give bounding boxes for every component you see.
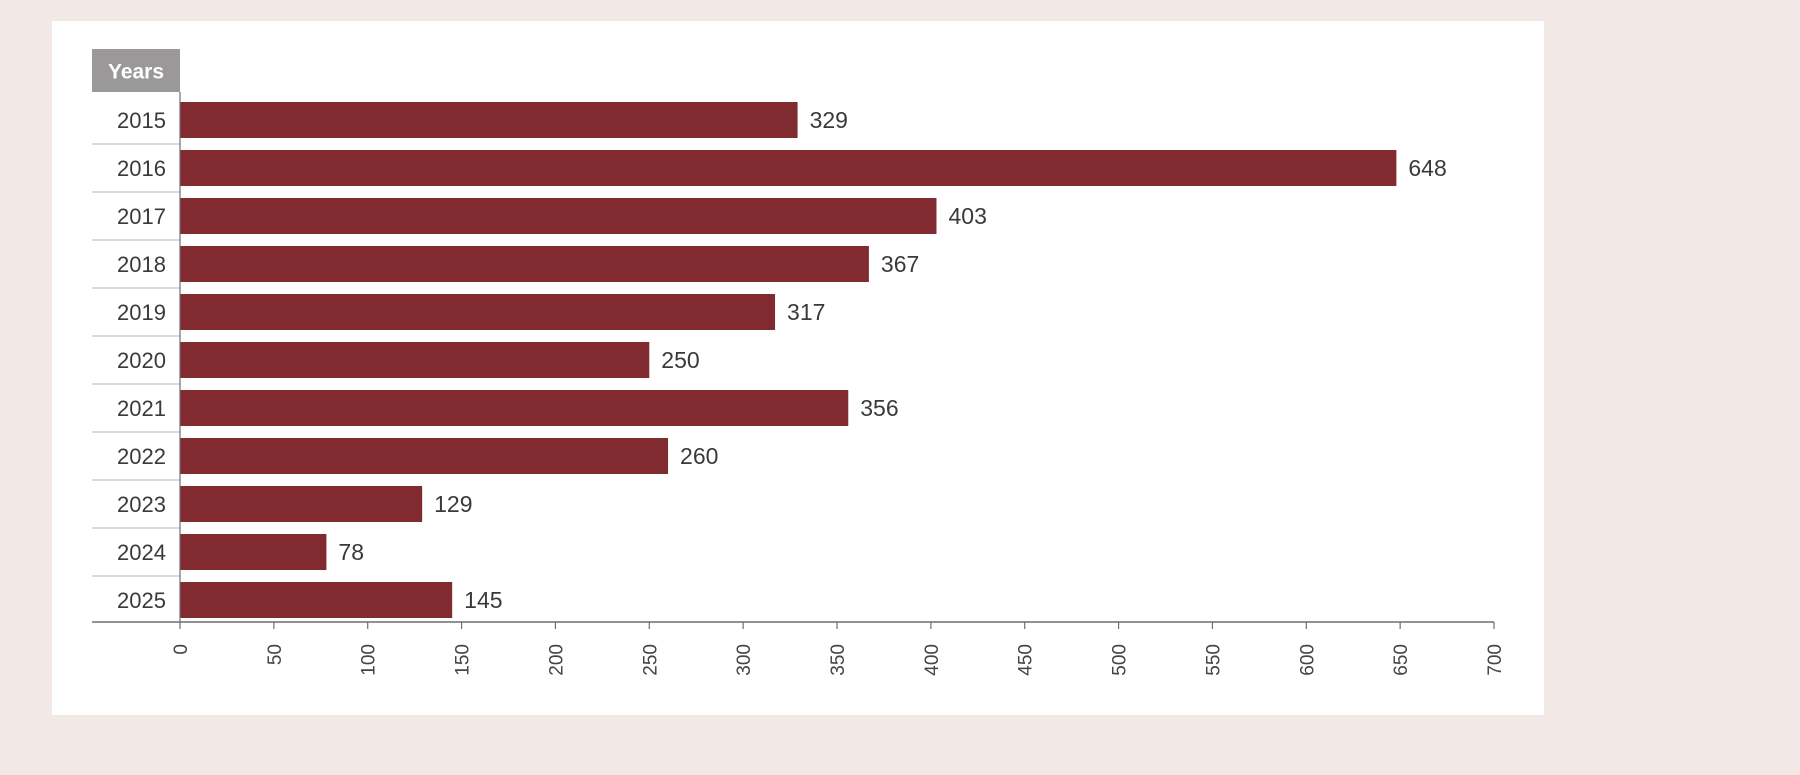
category-label: 2021 (117, 396, 166, 421)
x-tick-label: 700 (1485, 644, 1506, 676)
data-label: 260 (680, 443, 718, 469)
bar-chart: Years 2015 329 2016 648 2017 403 2018 367 2019 317… (92, 49, 1506, 676)
bar (180, 534, 327, 570)
x-tick-label: 150 (453, 644, 474, 676)
bar (180, 198, 937, 234)
bar (180, 390, 849, 426)
data-label: 250 (661, 347, 699, 373)
x-tick-label: 550 (1203, 644, 1224, 676)
category-label: 2024 (117, 540, 166, 565)
bar (180, 294, 776, 330)
category-label: 2016 (117, 156, 166, 181)
data-label: 317 (787, 299, 825, 325)
category-header-cell (92, 49, 180, 92)
category-label: 2015 (117, 108, 166, 133)
category-label: 2022 (117, 444, 166, 469)
x-tick-label: 200 (546, 644, 567, 676)
bar (180, 486, 423, 522)
category-label: 2017 (117, 204, 166, 229)
x-tick-label: 100 (359, 644, 380, 676)
bar (180, 438, 669, 474)
x-tick-label: 250 (640, 644, 661, 676)
x-tick-label: 600 (1297, 644, 1318, 676)
data-label: 648 (1408, 155, 1446, 181)
x-tick-label: 500 (1110, 644, 1131, 676)
data-label: 356 (860, 395, 898, 421)
category-label: 2025 (117, 588, 166, 613)
data-label: 145 (464, 587, 502, 613)
x-tick-label: 0 (171, 644, 192, 655)
x-tick-label: 350 (828, 644, 849, 676)
bar (180, 246, 869, 282)
bar (180, 582, 453, 618)
x-tick-label: 450 (1016, 644, 1037, 676)
chart-card: Years 2015 329 2016 648 2017 403 2018 367 2019 317… (52, 21, 1544, 715)
data-label: 78 (338, 539, 364, 565)
data-label: 329 (810, 107, 848, 133)
category-label: 2018 (117, 252, 166, 277)
category-label: 2020 (117, 348, 166, 373)
x-tick-label: 650 (1391, 644, 1412, 676)
category-header-text: Years (108, 61, 164, 84)
x-tick-label: 50 (265, 644, 286, 665)
data-label: 129 (434, 491, 472, 517)
bar (180, 102, 798, 138)
x-tick-label: 300 (734, 644, 755, 676)
bar (180, 150, 1397, 186)
category-label: 2023 (117, 492, 166, 517)
data-label: 367 (881, 251, 919, 277)
category-label: 2019 (117, 300, 166, 325)
x-tick-label: 400 (922, 644, 943, 676)
data-label: 403 (948, 203, 986, 229)
bar (180, 342, 650, 378)
